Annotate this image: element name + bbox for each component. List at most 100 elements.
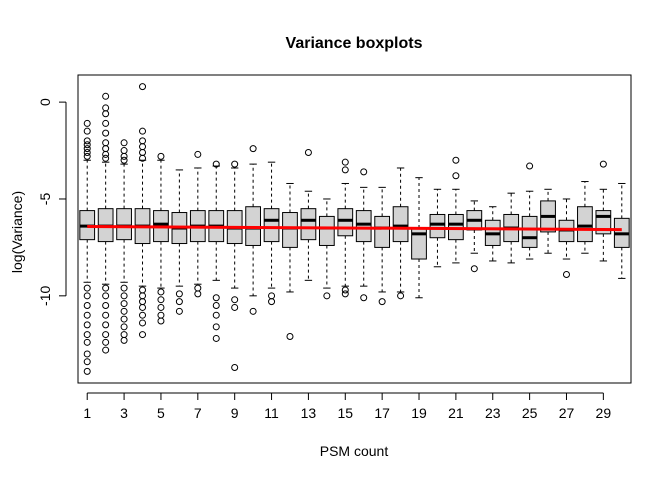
box (355, 210, 372, 243)
x-tick-label: 23 (485, 405, 501, 421)
outlier-point (175, 298, 183, 306)
outlier-point (360, 294, 368, 302)
outlier-point (120, 300, 128, 308)
outlier-point (212, 302, 220, 310)
outlier-point (231, 364, 239, 372)
x-tick-label: 11 (264, 405, 279, 421)
outlier-point (175, 290, 183, 298)
y-tick-label: -5 (37, 193, 53, 206)
outlier-point (102, 331, 110, 339)
outlier-point (231, 160, 239, 168)
outlier-point (268, 298, 276, 306)
outlier-point (139, 154, 147, 162)
outlier-point (83, 302, 91, 310)
outlier-point (102, 129, 110, 137)
outlier-point (470, 265, 478, 273)
outlier-point (526, 162, 534, 170)
box (392, 206, 409, 243)
outlier-point (139, 83, 147, 91)
outlier-point (157, 152, 165, 160)
x-tick-label: 13 (301, 405, 317, 421)
outlier-point (102, 292, 110, 300)
x-tick-label: 9 (231, 405, 239, 421)
box (318, 215, 335, 246)
outlier-point (157, 296, 165, 304)
outlier-point (102, 346, 110, 354)
outlier-point (83, 321, 91, 329)
outlier-point (83, 292, 91, 300)
outlier-point (83, 284, 91, 292)
trend-line (87, 224, 622, 232)
outlier-point (102, 311, 110, 319)
outlier-point (175, 307, 183, 315)
x-tick-label: 21 (448, 405, 464, 421)
outlier-point (212, 311, 220, 319)
outlier-point (102, 119, 110, 127)
outlier-point (341, 286, 349, 294)
box (337, 208, 354, 237)
outlier-point (599, 160, 607, 168)
outlier-point (83, 338, 91, 346)
outlier-point (83, 367, 91, 375)
outlier-point (83, 358, 91, 366)
outlier-point (452, 156, 460, 164)
outlier-point (212, 323, 220, 331)
outlier-point (120, 336, 128, 344)
outlier-point (157, 303, 165, 311)
outlier-point (120, 292, 128, 300)
outlier-point (83, 127, 91, 135)
outlier-point (102, 154, 110, 162)
box (374, 215, 391, 248)
outlier-point (157, 288, 165, 296)
outlier-point (360, 168, 368, 176)
outlier-point (139, 331, 147, 339)
outlier-point (120, 315, 128, 323)
outlier-point (378, 298, 386, 306)
outlier-point (83, 137, 91, 145)
outlier-point (102, 302, 110, 310)
outlier-point (249, 307, 257, 315)
outlier-point (83, 311, 91, 319)
outlier-point (194, 290, 202, 298)
outlier-point (83, 148, 91, 156)
y-axis-label: log(Variance) (9, 191, 25, 273)
outlier-point (120, 284, 128, 292)
outlier-point (194, 150, 202, 158)
outlier-point (212, 160, 220, 168)
outlier-point (562, 271, 570, 279)
outlier-point (397, 292, 405, 300)
outlier-point (83, 331, 91, 339)
outlier-point (231, 303, 239, 311)
x-tick-label: 19 (411, 405, 427, 421)
outlier-point (102, 92, 110, 100)
x-tick-label: 1 (83, 405, 91, 421)
plot-frame (77, 74, 632, 384)
outlier-point (212, 294, 220, 302)
outlier-point (452, 172, 460, 180)
outlier-point (102, 321, 110, 329)
outlier-point (83, 141, 91, 149)
x-tick-label: 5 (157, 405, 165, 421)
outlier-point (231, 296, 239, 304)
outlier-point (139, 311, 147, 319)
outlier-point (341, 290, 349, 298)
outlier-point (120, 156, 128, 164)
outlier-point (286, 333, 294, 341)
outlier-point (120, 139, 128, 147)
x-tick-label: 25 (522, 405, 538, 421)
outlier-point (102, 284, 110, 292)
outlier-point (249, 145, 257, 153)
outlier-point (341, 166, 349, 174)
outlier-point (102, 338, 110, 346)
box (282, 212, 298, 248)
outlier-point (83, 152, 91, 160)
box (300, 208, 317, 241)
box (116, 208, 132, 241)
outlier-point (157, 317, 165, 325)
chart-title: Variance boxplots (286, 35, 423, 52)
x-tick-label: 17 (374, 405, 390, 421)
outlier-point (139, 319, 147, 327)
outlier-point (102, 110, 110, 118)
outlier-point (304, 148, 312, 156)
